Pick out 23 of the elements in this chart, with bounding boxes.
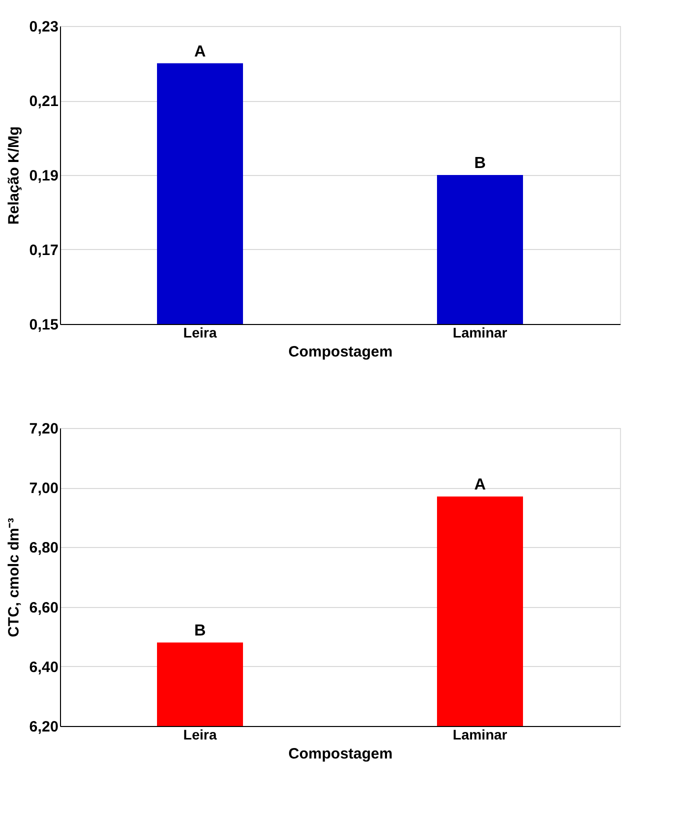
y-tick-label: 0,17 <box>29 242 58 259</box>
x-tick-label: Laminar <box>452 324 508 340</box>
annotation: A <box>194 43 206 60</box>
x-tick-label: Leira <box>183 726 217 742</box>
y-tick-label: 6,80 <box>29 540 58 557</box>
y-tick-label: 7,00 <box>29 480 58 498</box>
y-axis-title: Relação K/Mg <box>5 126 22 225</box>
y-tick-label: 6,60 <box>29 599 58 616</box>
y-tick-label: 0,23 <box>29 18 58 36</box>
y-axis-title: CTC, cmolc dm⁻³ <box>5 518 22 638</box>
annotation: A <box>474 476 486 494</box>
y-tick-label: 6,20 <box>29 718 58 736</box>
annotation: B <box>474 155 486 172</box>
y-tick-label: 0,15 <box>29 316 58 334</box>
y-tick-label: 6,40 <box>29 658 58 676</box>
x-axis-title: Compostagem <box>288 746 393 762</box>
x-tick-label: Laminar <box>452 726 508 742</box>
x-tick-label: Leira <box>183 324 217 340</box>
x-axis-title: Compostagem <box>288 344 393 360</box>
annotation: B <box>194 622 206 640</box>
y-tick-label: 0,19 <box>29 168 58 184</box>
y-tick-label: 7,20 <box>29 420 58 438</box>
y-tick-label: 0,21 <box>29 93 58 110</box>
